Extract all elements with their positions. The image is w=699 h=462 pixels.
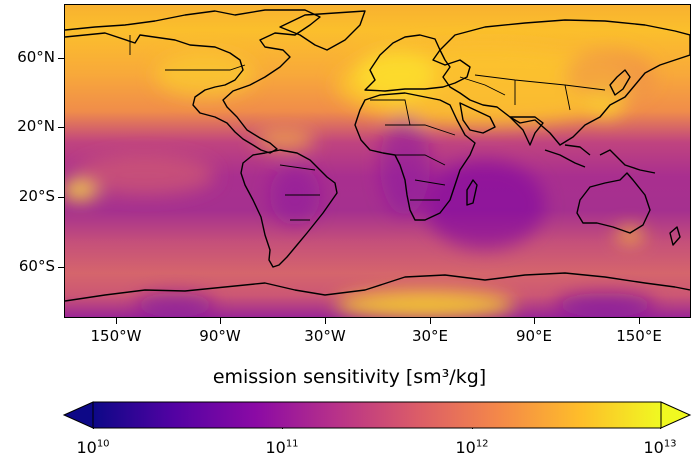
colorbar-tick-label: 1011: [265, 438, 299, 457]
x-tick-label: 90°W: [199, 327, 241, 345]
coast-europe: [364, 34, 471, 92]
coast-south-america: [240, 149, 338, 268]
x-tick-mark: [639, 318, 640, 324]
x-tick-mark: [116, 318, 117, 324]
coast-japan: [609, 69, 631, 96]
colorbar-bar: [92, 401, 662, 429]
y-tick-mark: [58, 127, 64, 128]
y-tick-label: 20°S: [18, 187, 55, 205]
x-tick-label: 150°W: [90, 327, 142, 345]
coast-indonesia: [544, 144, 656, 174]
y-tick-label: 60°S: [18, 257, 55, 275]
x-tick-label: 150°E: [616, 327, 662, 345]
x-tick-label: 30°W: [304, 327, 346, 345]
y-tick-mark: [58, 267, 64, 268]
coast-new-zealand: [669, 226, 681, 246]
x-tick-label: 30°E: [411, 327, 449, 345]
colorbar-extend-min: [62, 401, 94, 429]
coast-asia: [439, 19, 690, 146]
colorbar: [62, 401, 692, 429]
colorbar-label: emission sensitivity [sm³/kg]: [212, 366, 487, 388]
emission-sensitivity-map: [64, 4, 691, 318]
country-borders: [129, 35, 606, 221]
coast-north-america: [65, 9, 321, 154]
coastlines: [65, 9, 690, 302]
coast-antarctica: [65, 272, 690, 302]
y-tick-mark: [58, 197, 64, 198]
x-tick-mark: [430, 318, 431, 324]
map-svg: [65, 5, 690, 317]
x-tick-mark: [220, 318, 221, 324]
colorbar-tick-label: 1012: [455, 438, 489, 457]
coast-australia: [576, 172, 651, 234]
coast-africa: [354, 92, 476, 221]
y-tick-label: 60°N: [17, 48, 55, 66]
coast-madagascar: [466, 179, 478, 206]
x-tick-mark: [325, 318, 326, 324]
coast-arabia-india: [459, 102, 544, 146]
colorbar-tick-label: 1013: [643, 438, 677, 457]
colorbar-tick-label: 1010: [76, 438, 110, 457]
y-tick-mark: [58, 58, 64, 59]
x-tick-mark: [534, 318, 535, 324]
x-tick-label: 90°E: [515, 327, 553, 345]
coast-greenland: [279, 10, 366, 51]
colorbar-extend-max: [660, 401, 692, 429]
y-tick-label: 20°N: [17, 117, 55, 135]
